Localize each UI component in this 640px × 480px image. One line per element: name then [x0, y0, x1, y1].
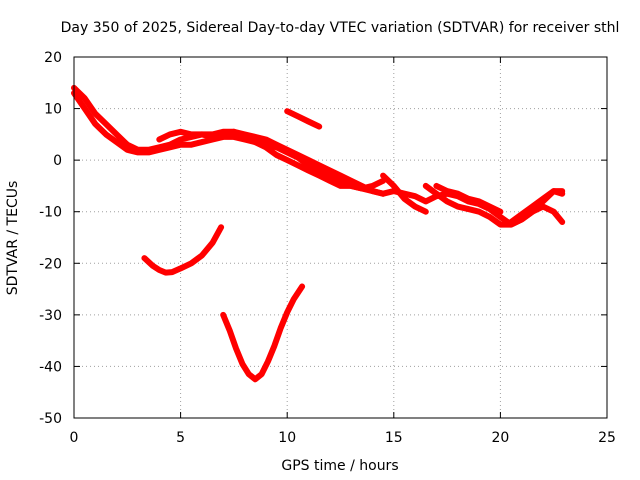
x-tick-label: 25 [598, 430, 616, 446]
series-track-c [156, 128, 387, 192]
x-tick-label: 10 [278, 430, 296, 446]
x-tick-labels: 0 5 10 15 20 25 [70, 430, 616, 446]
y-tick-label: -30 [39, 308, 62, 324]
y-tick-label: -50 [39, 411, 62, 427]
x-tick-label: 5 [176, 430, 185, 446]
x-tick-label: 15 [385, 430, 403, 446]
series-track-e [380, 172, 429, 215]
grid [74, 57, 607, 418]
y-tick-label: -10 [39, 205, 62, 221]
series-track-b [71, 90, 387, 197]
series-track-i [141, 224, 225, 276]
series-track-j [220, 283, 306, 383]
series-track-d [284, 108, 323, 130]
series-track-g [433, 182, 504, 215]
plot-frame [73, 56, 608, 419]
x-tick-label: 0 [70, 430, 79, 446]
y-tick-label: 10 [44, 102, 62, 118]
y-tick-label: 0 [53, 153, 62, 169]
axis-ticks [73, 56, 608, 419]
y-axis-label: SDTVAR / TECUs [5, 181, 21, 296]
series-group [71, 84, 566, 383]
series-track-h [508, 188, 566, 225]
x-axis-label: GPS time / hours [281, 458, 398, 474]
y-tick-label: -40 [39, 359, 62, 375]
chart-title: Day 350 of 2025, Sidereal Day-to-day VTE… [61, 20, 620, 36]
y-tick-label: -20 [39, 256, 62, 272]
x-tick-label: 20 [491, 430, 509, 446]
y-tick-labels: -50 -40 -30 -20 -10 0 10 20 [39, 50, 62, 427]
y-tick-label: 20 [44, 50, 62, 66]
series-track-f [422, 182, 566, 228]
